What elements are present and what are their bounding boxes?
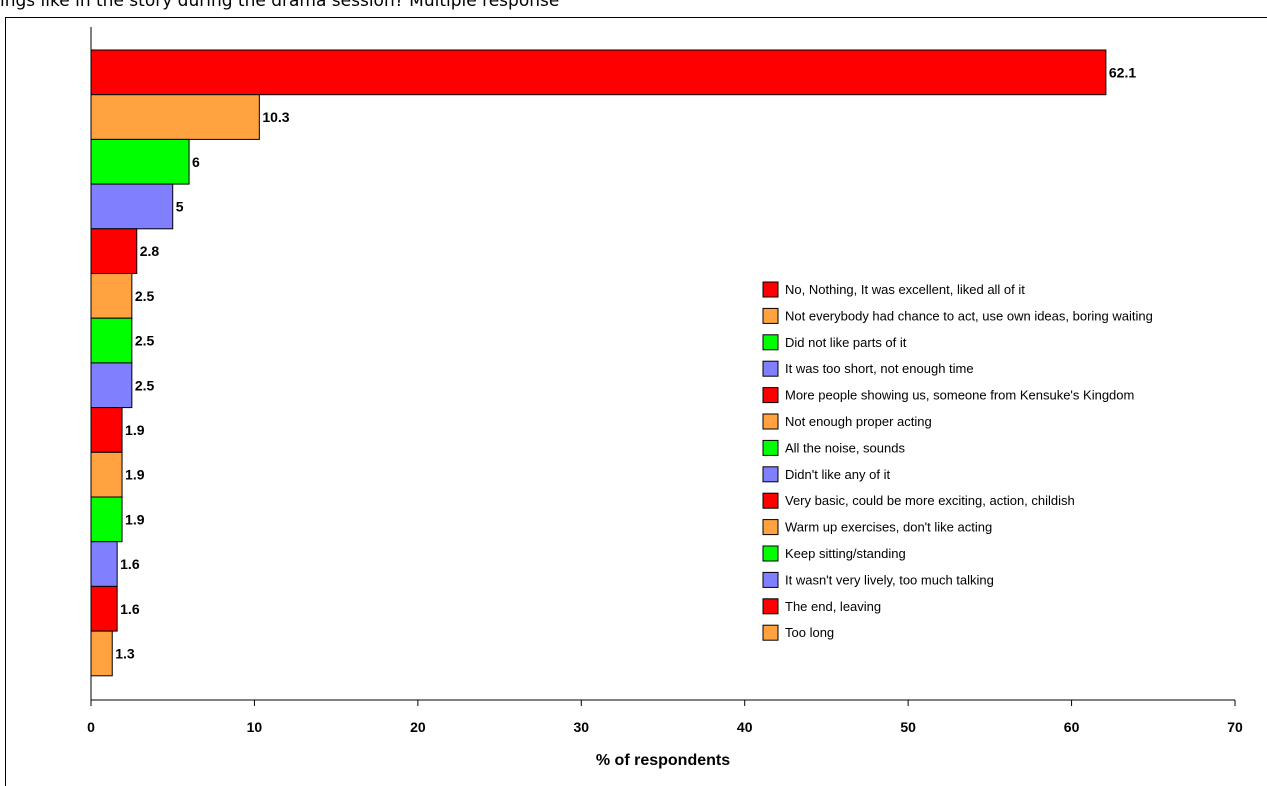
legend-label-2: Not everybody had chance to act, use own… xyxy=(785,308,1153,323)
data-label-4: 5 xyxy=(176,198,184,214)
legend-label-6: Not enough proper acting xyxy=(785,414,932,429)
data-label-2: 10.3 xyxy=(262,109,289,125)
legend-label-14: Too long xyxy=(785,625,834,640)
bar-13 xyxy=(90,585,118,632)
bar-8 xyxy=(90,362,133,409)
legend-swatch-1 xyxy=(762,281,779,298)
x-tick-label-40: 40 xyxy=(737,719,753,735)
legend-label-5: More people showing us, someone from Ken… xyxy=(785,388,1134,403)
legend-swatch-3 xyxy=(762,334,779,351)
x-ticks-group: 0 10 20 30 40 50 60 70 xyxy=(87,700,1243,735)
legend-swatch-9 xyxy=(762,492,779,509)
legend-label-10: Warm up exercises, don't like acting xyxy=(785,520,992,535)
x-tick-label-20: 20 xyxy=(410,719,426,735)
data-label-13: 1.6 xyxy=(120,601,140,617)
data-label-14: 1.3 xyxy=(115,645,135,661)
legend-swatch-2 xyxy=(762,307,779,324)
bar-9 xyxy=(90,407,123,453)
data-label-7: 2.5 xyxy=(135,333,155,349)
header-strip: ings like in the story during the drama … xyxy=(0,0,1267,18)
data-labels-group: 62.1 10.3 6 5 2.8 2.5 2.5 2.5 1.9 1.9 1.9 1.6 1.6 1.3 xyxy=(115,64,1136,661)
legend-swatch-8 xyxy=(762,466,779,483)
legend-label-1: No, Nothing, It was excellent, liked all… xyxy=(785,282,1025,297)
x-tick-label-30: 30 xyxy=(573,719,589,735)
legend: No, Nothing, It was excellent, liked all… xyxy=(762,281,1153,641)
legend-label-11: Keep sitting/standing xyxy=(785,546,906,561)
legend-label-12: It wasn't very lively, too much talking xyxy=(785,572,994,587)
bar-5 xyxy=(90,228,138,275)
x-tick-label-10: 10 xyxy=(247,719,263,735)
bar-4 xyxy=(90,183,174,230)
legend-swatch-5 xyxy=(762,387,779,404)
legend-swatch-12 xyxy=(762,571,779,588)
legend-swatch-13 xyxy=(762,598,779,615)
data-label-6: 2.5 xyxy=(135,288,155,304)
data-label-12: 1.6 xyxy=(120,556,140,572)
legend-swatch-6 xyxy=(762,413,779,430)
x-tick-label-50: 50 xyxy=(900,719,916,735)
bar-10 xyxy=(90,451,123,498)
legend-swatch-14 xyxy=(762,624,779,641)
bar-2 xyxy=(90,94,260,140)
bar-11 xyxy=(90,496,123,543)
data-label-8: 2.5 xyxy=(135,377,155,393)
bar-7 xyxy=(90,317,133,364)
bar-3 xyxy=(90,138,190,185)
x-tick-label-70: 70 xyxy=(1227,719,1243,735)
legend-label-7: All the noise, sounds xyxy=(785,440,905,455)
bar-14 xyxy=(90,630,113,677)
legend-swatch-10 xyxy=(762,519,779,536)
legend-label-3: Did not like parts of it xyxy=(785,335,907,350)
legend-label-9: Very basic, could be more exciting, acti… xyxy=(785,493,1075,508)
x-tick-label-0: 0 xyxy=(87,719,95,735)
bar-1 xyxy=(90,49,1107,96)
bars-group xyxy=(90,49,1107,677)
data-label-5: 2.8 xyxy=(140,243,160,259)
legend-label-4: It was too short, not enough time xyxy=(785,361,974,376)
bar-6 xyxy=(90,273,133,319)
legend-swatch-4 xyxy=(762,360,779,377)
data-label-3: 6 xyxy=(192,154,200,170)
legend-swatch-7 xyxy=(762,439,779,456)
axes-group xyxy=(90,27,1235,701)
legend-label-8: Didn't like any of it xyxy=(785,467,890,482)
header-text: ings like in the story during the drama … xyxy=(0,0,560,11)
data-label-9: 1.9 xyxy=(125,422,145,438)
data-label-10: 1.9 xyxy=(125,467,145,483)
x-axis-title: % of respondents xyxy=(596,752,730,769)
legend-label-13: The end, leaving xyxy=(785,599,881,614)
data-label-1: 62.1 xyxy=(1109,64,1136,80)
bar-12 xyxy=(90,541,118,587)
chart-frame xyxy=(5,17,1267,786)
data-label-11: 1.9 xyxy=(125,511,145,527)
legend-swatch-11 xyxy=(762,545,779,562)
x-tick-label-60: 60 xyxy=(1064,719,1080,735)
